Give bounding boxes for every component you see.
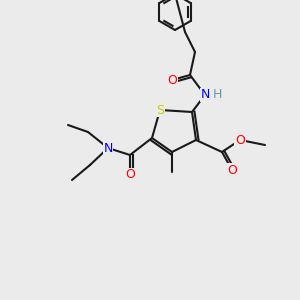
Text: N: N — [200, 88, 210, 101]
Text: O: O — [167, 74, 177, 86]
Text: O: O — [227, 164, 237, 176]
Text: H: H — [212, 88, 222, 101]
Text: N: N — [103, 142, 113, 154]
Text: O: O — [235, 134, 245, 146]
Text: O: O — [125, 169, 135, 182]
Text: S: S — [156, 103, 164, 116]
